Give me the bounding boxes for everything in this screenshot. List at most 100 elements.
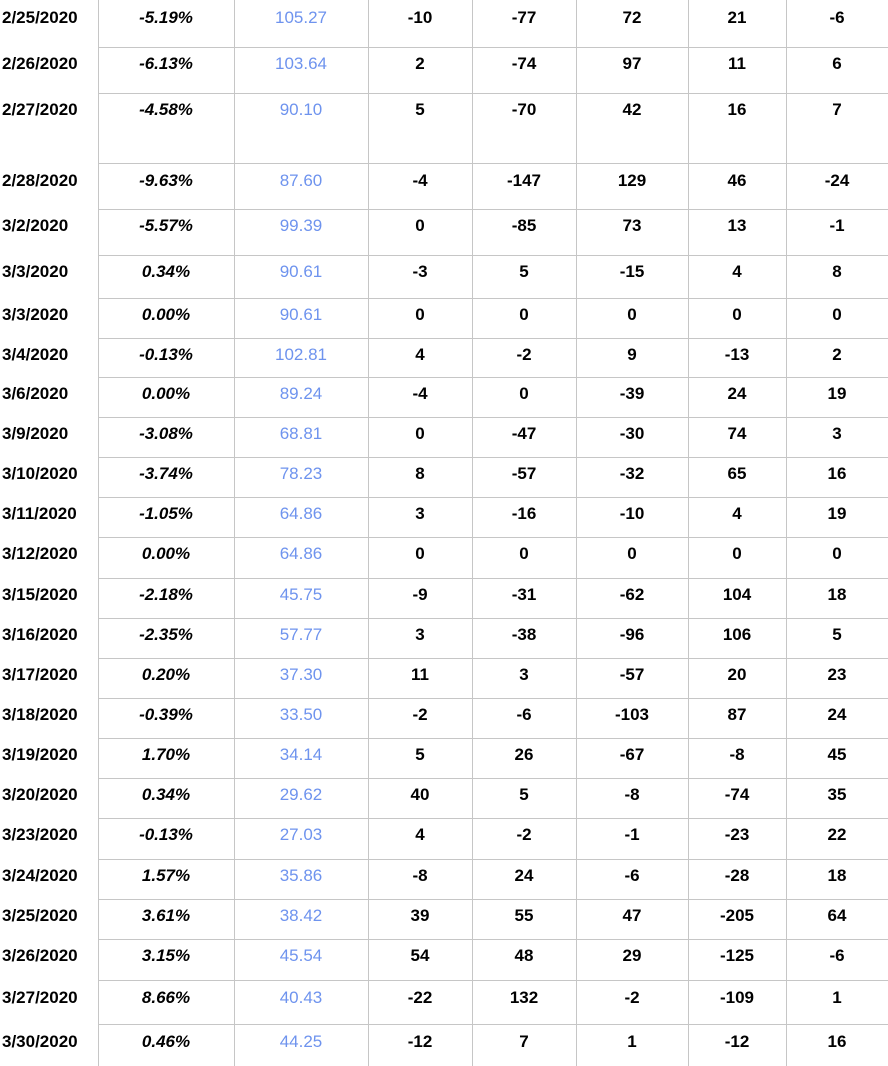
cell-value-b[interactable]: -16	[511, 504, 537, 523]
cell-value-a[interactable]: -3	[412, 262, 428, 281]
cell-value-c[interactable]: 129	[617, 171, 647, 190]
cell-value-b[interactable]: 0	[519, 305, 529, 324]
cell-value-b[interactable]: -6	[516, 705, 532, 724]
cell-date[interactable]: 3/2/2020	[2, 216, 69, 235]
cell-value-a[interactable]: 3	[415, 504, 425, 523]
cell-change-pct[interactable]: -6.13%	[139, 54, 193, 73]
cell-value-b[interactable]: 132	[509, 988, 539, 1007]
cell-value-a[interactable]: 0	[415, 216, 425, 235]
cell-date[interactable]: 3/9/2020	[2, 424, 69, 443]
cell-date[interactable]: 2/25/2020	[2, 8, 78, 27]
cell-value-b[interactable]: -2	[516, 825, 532, 844]
cell-value-b[interactable]: 24	[514, 866, 534, 885]
cell-value-b[interactable]: 26	[514, 745, 534, 764]
cell-date[interactable]: 3/10/2020	[2, 464, 78, 483]
cell-value-a[interactable]: 0	[415, 544, 425, 563]
cell-value-c[interactable]: 29	[622, 946, 642, 965]
cell-value-d[interactable]: -8	[729, 745, 745, 764]
cell-value-e[interactable]: 35	[827, 785, 847, 804]
cell-value-c[interactable]: -32	[619, 464, 645, 483]
cell-value-e[interactable]: 1	[832, 988, 842, 1007]
cell-change-pct[interactable]: -2.35%	[139, 625, 193, 644]
cell-price[interactable]: 103.64	[275, 54, 327, 73]
cell-change-pct[interactable]: -3.74%	[139, 464, 193, 483]
cell-price[interactable]: 27.03	[279, 825, 323, 844]
cell-price[interactable]: 90.10	[279, 100, 323, 119]
cell-value-c[interactable]: -96	[619, 625, 645, 644]
cell-date[interactable]: 3/3/2020	[2, 262, 69, 281]
cell-date[interactable]: 3/17/2020	[2, 665, 78, 684]
cell-value-e[interactable]: 45	[827, 745, 847, 764]
cell-value-e[interactable]: 18	[827, 585, 847, 604]
cell-value-b[interactable]: 0	[519, 384, 529, 403]
cell-value-c[interactable]: 73	[622, 216, 642, 235]
cell-value-c[interactable]: -62	[619, 585, 645, 604]
cell-price[interactable]: 40.43	[279, 988, 323, 1007]
cell-date[interactable]: 3/23/2020	[2, 825, 78, 844]
cell-value-b[interactable]: 55	[514, 906, 534, 925]
cell-value-e[interactable]: 0	[832, 305, 842, 324]
cell-date[interactable]: 3/6/2020	[2, 384, 69, 403]
cell-value-b[interactable]: -2	[516, 345, 532, 364]
cell-date[interactable]: 3/11/2020	[2, 504, 77, 523]
cell-value-a[interactable]: 11	[411, 665, 429, 684]
cell-value-a[interactable]: -22	[407, 988, 433, 1007]
cell-value-a[interactable]: -8	[412, 866, 428, 885]
cell-value-b[interactable]: -38	[511, 625, 537, 644]
cell-value-b[interactable]: 3	[519, 665, 529, 684]
cell-price[interactable]: 87.60	[279, 171, 323, 190]
cell-value-c[interactable]: 0	[627, 305, 637, 324]
cell-value-c[interactable]: -57	[619, 665, 645, 684]
cell-date[interactable]: 3/27/2020	[2, 988, 78, 1007]
cell-price[interactable]: 29.62	[279, 785, 323, 804]
cell-date[interactable]: 3/19/2020	[2, 745, 78, 764]
cell-date[interactable]: 3/26/2020	[2, 946, 78, 965]
cell-date[interactable]: 2/26/2020	[2, 54, 78, 73]
cell-change-pct[interactable]: 0.00%	[141, 305, 191, 324]
cell-value-e[interactable]: 22	[827, 825, 847, 844]
cell-date[interactable]: 3/3/2020	[2, 305, 69, 324]
cell-value-e[interactable]: 8	[832, 262, 842, 281]
cell-date[interactable]: 3/12/2020	[2, 544, 78, 563]
cell-value-d[interactable]: 104	[722, 585, 752, 604]
cell-price[interactable]: 105.27	[275, 8, 327, 27]
cell-value-c[interactable]: 97	[622, 54, 642, 73]
cell-price[interactable]: 57.77	[279, 625, 323, 644]
cell-value-a[interactable]: 4	[415, 345, 425, 364]
cell-value-a[interactable]: -12	[407, 1032, 433, 1051]
cell-value-e[interactable]: 6	[832, 54, 842, 73]
cell-value-c[interactable]: -103	[614, 705, 650, 724]
cell-value-c[interactable]: 9	[627, 345, 637, 364]
cell-value-d[interactable]: 4	[732, 262, 742, 281]
cell-date[interactable]: 3/15/2020	[2, 585, 78, 604]
cell-price[interactable]: 45.75	[279, 585, 323, 604]
cell-date[interactable]: 3/24/2020	[2, 866, 78, 885]
cell-change-pct[interactable]: 0.00%	[141, 544, 191, 563]
cell-value-a[interactable]: 5	[415, 745, 425, 764]
cell-value-a[interactable]: -2	[412, 705, 428, 724]
cell-price[interactable]: 99.39	[279, 216, 323, 235]
cell-value-e[interactable]: 24	[827, 705, 847, 724]
cell-date[interactable]: 3/30/2020	[2, 1032, 78, 1051]
cell-value-d[interactable]: 87	[727, 705, 747, 724]
cell-change-pct[interactable]: 1.57%	[141, 866, 191, 885]
cell-change-pct[interactable]: 0.34%	[141, 262, 191, 281]
cell-price[interactable]: 35.86	[279, 866, 323, 885]
cell-value-e[interactable]: 3	[832, 424, 842, 443]
cell-value-b[interactable]: 5	[519, 262, 529, 281]
cell-change-pct[interactable]: 1.70%	[141, 745, 191, 764]
cell-date[interactable]: 3/25/2020	[2, 906, 78, 925]
cell-value-b[interactable]: 5	[519, 785, 529, 804]
cell-value-c[interactable]: 0	[627, 544, 637, 563]
cell-value-e[interactable]: 2	[832, 345, 842, 364]
cell-value-d[interactable]: 16	[727, 100, 747, 119]
cell-change-pct[interactable]: 0.20%	[141, 665, 191, 684]
cell-value-a[interactable]: 2	[415, 54, 425, 73]
cell-value-a[interactable]: 0	[415, 424, 425, 443]
cell-value-c[interactable]: -15	[619, 262, 645, 281]
cell-value-a[interactable]: 8	[415, 464, 425, 483]
cell-value-c[interactable]: 1	[627, 1032, 637, 1051]
cell-value-b[interactable]: -70	[511, 100, 537, 119]
cell-price[interactable]: 78.23	[279, 464, 323, 483]
cell-value-e[interactable]: 16	[827, 1032, 847, 1051]
